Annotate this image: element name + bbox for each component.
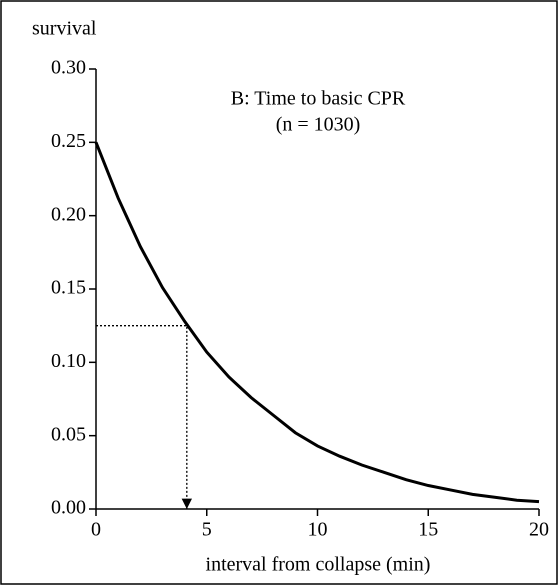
y-tick-label: 0.10 [51, 350, 86, 372]
survival-curve [94, 141, 540, 504]
x-axis-label: interval from collapse (min) [206, 554, 431, 576]
y-tick-label: 0.15 [51, 277, 86, 299]
x-tick-label: 15 [418, 519, 438, 541]
reference-line [96, 325, 193, 509]
x-tick-label: 20 [529, 519, 549, 541]
x-tick-label: 0 [91, 519, 101, 541]
chart-subtitle: (n = 1030) [276, 114, 361, 136]
y-tick-label: 0.05 [51, 423, 86, 445]
y-tick-label: 0.20 [51, 203, 86, 225]
y-axis-label: survival [32, 18, 97, 40]
x-tick-label: 10 [308, 519, 328, 541]
chart-title: B: Time to basic CPR [231, 88, 406, 110]
y-tick-label: 0.30 [51, 57, 86, 79]
y-tick-label: 0.25 [51, 130, 86, 152]
x-tick-label: 5 [202, 519, 212, 541]
y-tick-label: 0.00 [51, 497, 86, 519]
